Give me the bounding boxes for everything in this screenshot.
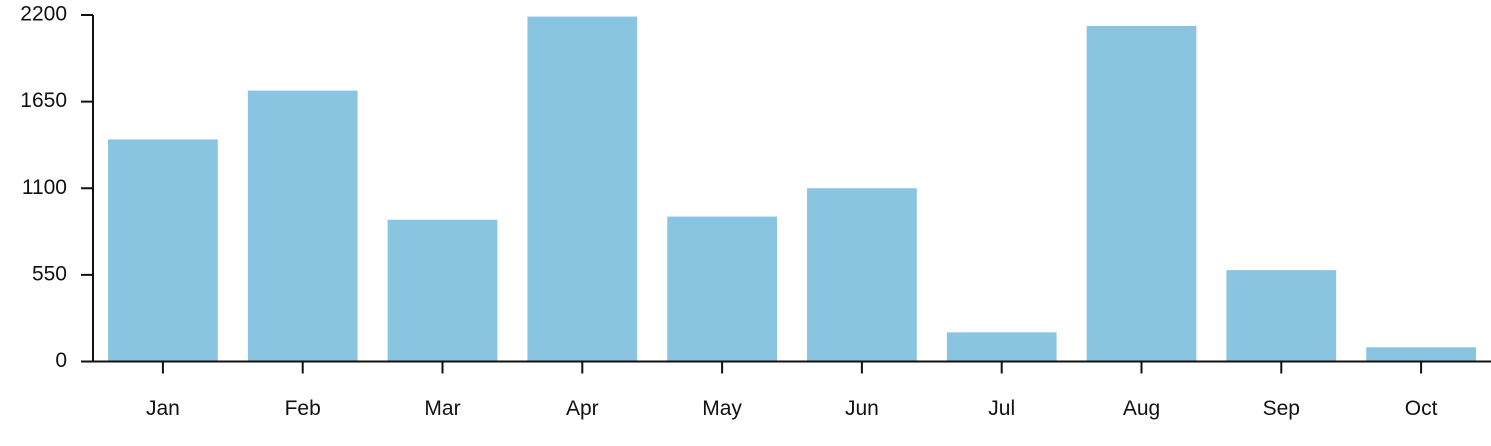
x-tick-label: Oct xyxy=(1405,397,1438,420)
y-tick-label: 1100 xyxy=(22,176,67,199)
bar-jul xyxy=(946,332,1057,362)
bar-oct xyxy=(1366,347,1476,362)
bar-sep xyxy=(1226,270,1337,362)
x-tick-label: Jan xyxy=(146,397,180,420)
x-tick-label: Apr xyxy=(566,397,599,420)
x-tick-label: Jul xyxy=(988,397,1015,420)
bar-jan xyxy=(108,139,218,362)
bar-may xyxy=(667,216,777,362)
bar-apr xyxy=(527,16,638,362)
bar-aug xyxy=(1086,26,1197,362)
bar-mar xyxy=(387,219,498,362)
bars-layer xyxy=(108,16,1476,362)
y-tick-label: 2200 xyxy=(20,3,67,26)
x-tick-label: Mar xyxy=(424,397,460,420)
x-tick-label: Jun xyxy=(845,397,879,420)
x-tick-label: Feb xyxy=(285,397,321,420)
bar-feb xyxy=(247,90,358,362)
x-tick-label: Aug xyxy=(1123,397,1160,420)
x-tick-label: May xyxy=(702,397,742,420)
y-tick-label: 1650 xyxy=(20,89,67,112)
bar-jun xyxy=(807,188,917,362)
y-tick-label: 0 xyxy=(55,349,67,372)
y-tick-label: 550 xyxy=(32,262,67,285)
x-tick-label: Sep xyxy=(1263,397,1300,420)
axes-layer: 0 550 1100 1650 2200 Jan Feb Mar Apr May Jun Jul Aug… xyxy=(20,3,1491,420)
